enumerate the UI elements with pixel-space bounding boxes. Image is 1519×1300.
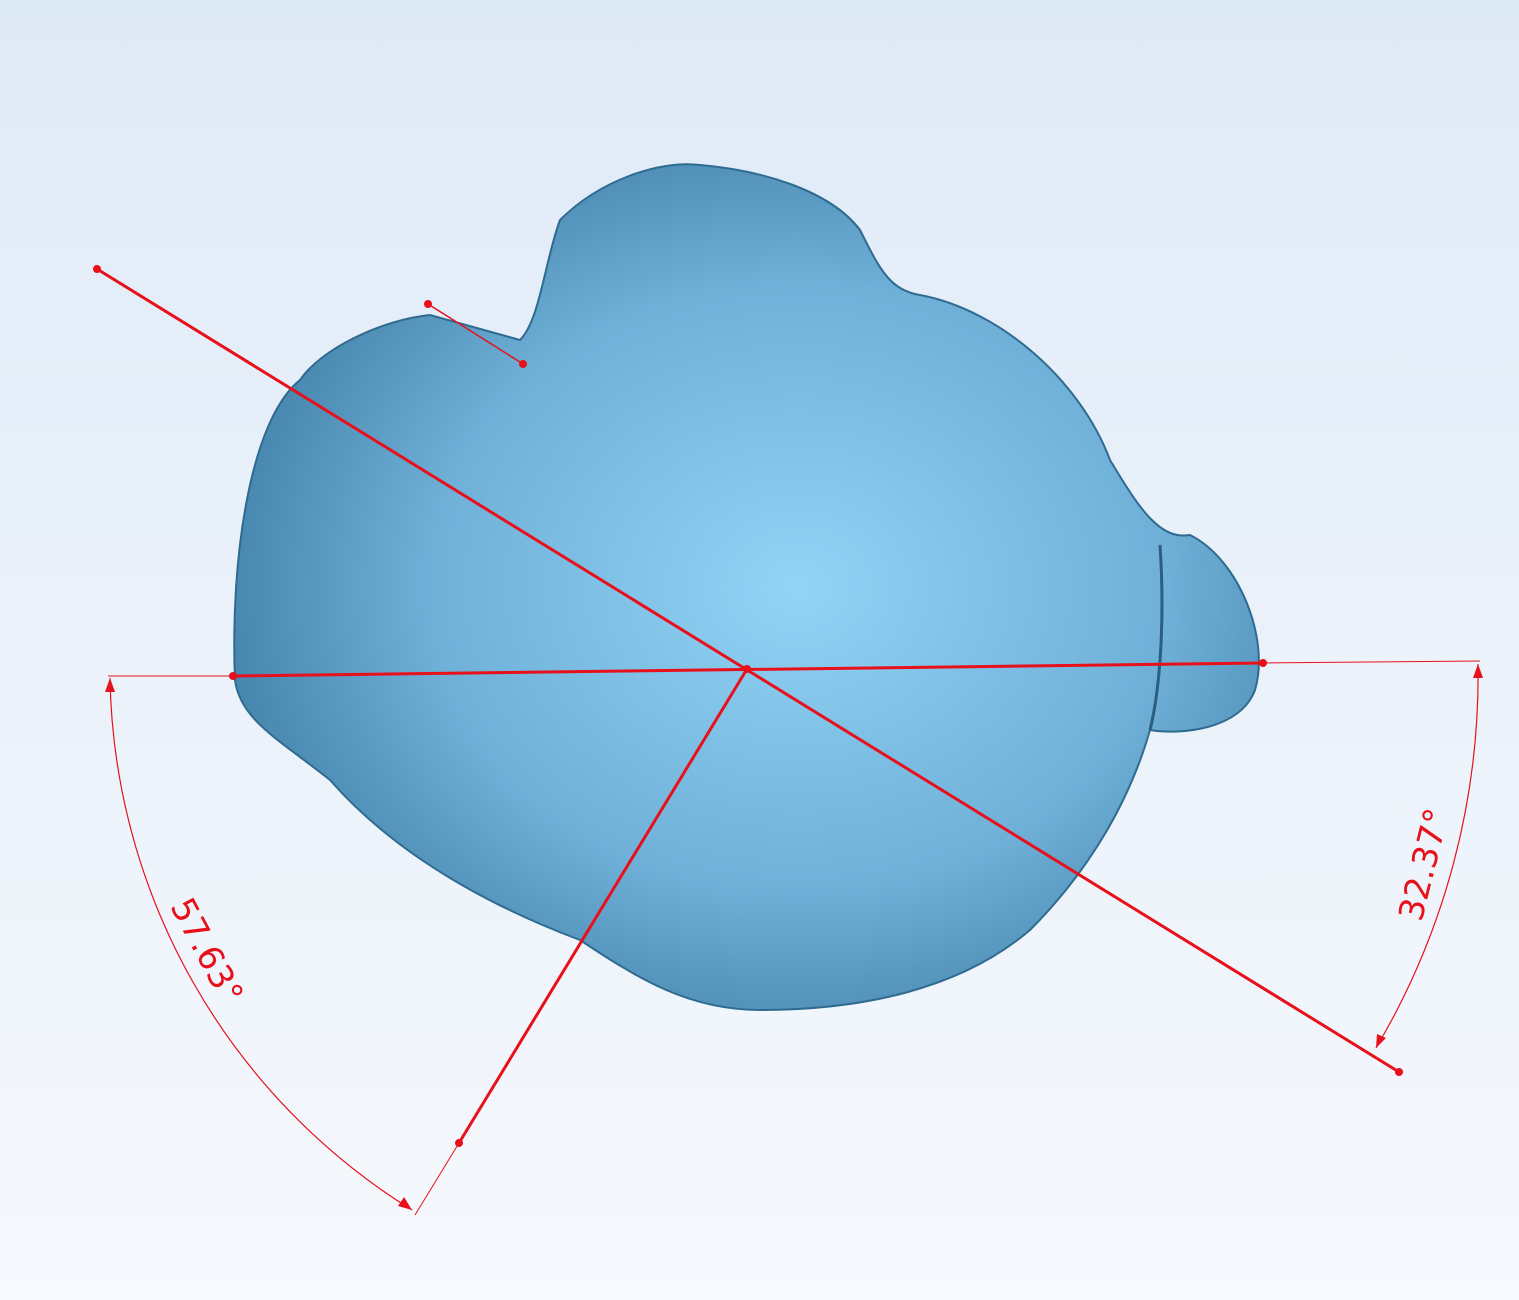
head-model xyxy=(233,163,1260,1012)
points xyxy=(93,265,1483,1210)
short-line xyxy=(427,303,524,365)
angle-arc xyxy=(1375,663,1479,1049)
lower-line xyxy=(457,668,749,1144)
extension-line xyxy=(414,1142,460,1216)
model-edge xyxy=(1148,544,1164,731)
angle-arc xyxy=(109,677,413,1211)
extension-line xyxy=(1262,660,1481,664)
